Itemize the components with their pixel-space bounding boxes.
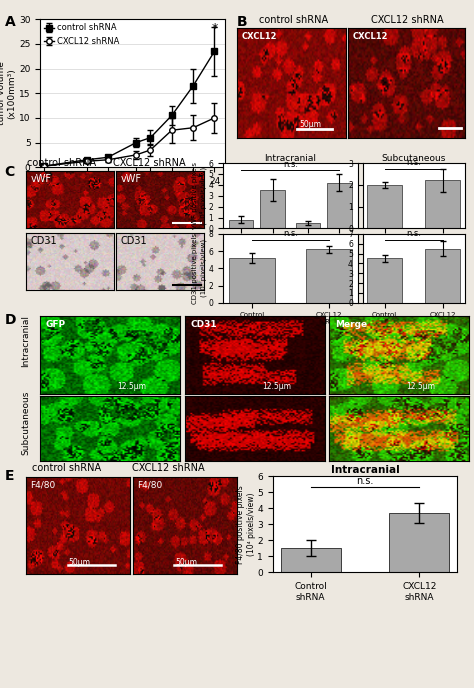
X-axis label: Day: Day <box>122 191 143 202</box>
Bar <box>389 513 449 572</box>
Text: control shRNA: control shRNA <box>259 15 328 25</box>
Bar <box>229 258 275 303</box>
Text: GFP: GFP <box>46 321 66 330</box>
Bar <box>425 180 460 228</box>
Text: 12.5μm: 12.5μm <box>262 382 291 391</box>
Bar <box>281 548 341 572</box>
Text: 50μm: 50μm <box>175 558 198 567</box>
Text: Merge: Merge <box>335 321 367 330</box>
Bar <box>229 219 254 228</box>
Text: B: B <box>237 15 247 29</box>
Y-axis label: tumor volume
(x100mm³): tumor volume (x100mm³) <box>0 61 16 125</box>
Text: CXCL12 shRNA: CXCL12 shRNA <box>371 15 444 25</box>
Text: CD31: CD31 <box>120 236 147 246</box>
Text: 12.5μm: 12.5μm <box>117 382 146 391</box>
Text: *: * <box>211 22 218 34</box>
Y-axis label: vWF positive pixels
(10⁴ pixels/view): vWF positive pixels (10⁴ pixels/view) <box>192 162 207 229</box>
Bar <box>327 183 352 228</box>
Text: CXCL12 shRNA: CXCL12 shRNA <box>132 462 205 473</box>
Text: vWF: vWF <box>30 174 52 184</box>
Text: 50μm: 50μm <box>299 120 321 129</box>
Y-axis label: F4/80 positive pixels
(10⁴ pixels/view): F4/80 positive pixels (10⁴ pixels/view) <box>236 485 255 563</box>
Text: F4/80: F4/80 <box>30 481 55 490</box>
Text: n.s.: n.s. <box>356 475 374 486</box>
Bar <box>367 185 402 228</box>
Text: control shRNA: control shRNA <box>32 462 101 473</box>
Text: Intracranial: Intracranial <box>22 314 30 367</box>
Text: A: A <box>5 15 16 29</box>
Text: n.s.: n.s. <box>283 229 298 238</box>
Text: n.s.: n.s. <box>406 158 421 167</box>
Text: CXCL12: CXCL12 <box>353 32 389 41</box>
Title: Intracranial: Intracranial <box>330 465 400 475</box>
Text: C: C <box>5 165 15 179</box>
Title: Subcutaneous: Subcutaneous <box>382 154 446 163</box>
Bar <box>306 249 352 303</box>
Bar <box>367 259 402 303</box>
Text: Subcutaneous: Subcutaneous <box>22 391 30 455</box>
Text: control shRNA: control shRNA <box>27 158 96 169</box>
Text: CXCL12: CXCL12 <box>241 32 277 41</box>
Text: vWF: vWF <box>120 174 142 184</box>
Text: D: D <box>5 313 16 327</box>
Text: CD31: CD31 <box>30 236 57 246</box>
Text: E: E <box>5 469 14 483</box>
Text: 50μm: 50μm <box>69 558 91 567</box>
Text: n.s.: n.s. <box>283 160 298 169</box>
Text: CD31: CD31 <box>191 321 217 330</box>
Bar <box>261 191 285 228</box>
Bar <box>425 248 460 303</box>
Legend: control shRNA, CXCL12 shRNA: control shRNA, CXCL12 shRNA <box>45 23 119 45</box>
Text: F4/80: F4/80 <box>137 481 162 490</box>
Y-axis label: CD31 positive pixels
(10⁴ pixels/view): CD31 positive pixels (10⁴ pixels/view) <box>192 233 207 304</box>
Text: CXCL12 shRNA: CXCL12 shRNA <box>113 158 186 169</box>
Title: Intracranial: Intracranial <box>264 154 316 163</box>
Text: 12.5μm: 12.5μm <box>406 382 435 391</box>
Text: n.s.: n.s. <box>406 229 421 238</box>
Bar <box>296 223 320 228</box>
